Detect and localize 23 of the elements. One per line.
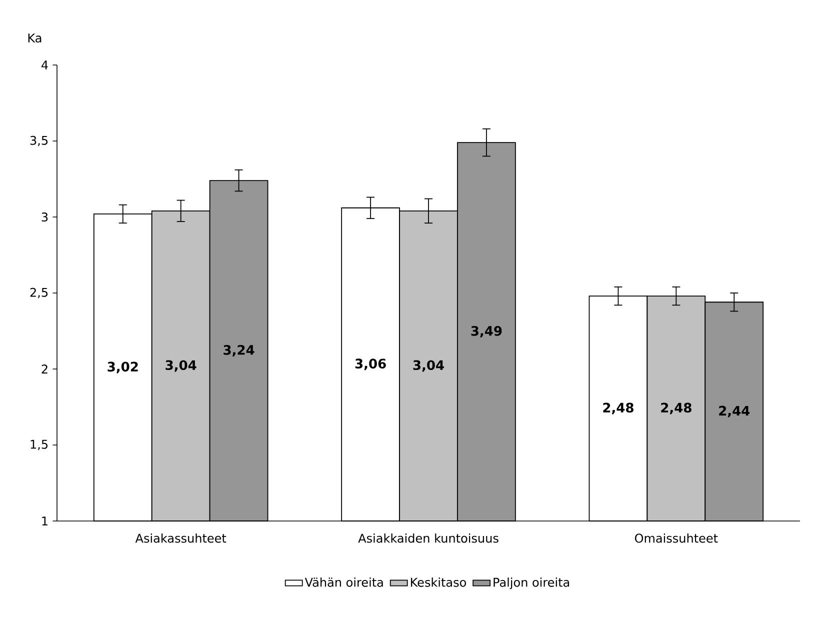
x-tick-label: Asiakassuhteet [135,533,226,543]
y-axis-title: Ka [28,34,42,43]
y-tick-label: 4 [42,60,48,70]
y-tick-label: 1,5 [30,440,48,450]
legend-label: Paljon oireita [494,578,570,590]
y-tick-label: 3,5 [30,136,48,146]
legend-label: Vähän oireita [304,578,383,587]
data-label: 3,02 [108,362,138,374]
legend-label: Keskitaso [410,578,466,587]
x-tick-label: Asiakkaiden kuntoisuus [358,533,498,543]
data-label: 3,49 [471,326,502,338]
data-label: 3,04 [166,360,196,372]
y-tick-label: 1 [42,516,48,526]
data-label: 3,24 [224,345,254,357]
x-tick-label: Omaissuhteet [634,533,718,543]
data-label: 2,48 [603,402,634,414]
data-label: 3,06 [355,358,386,370]
y-tick-label: 2 [42,364,48,374]
data-label: 2,44 [719,406,750,418]
y-tick-label: 2,5 [30,288,48,298]
y-tick-label: 3 [42,212,48,222]
data-label: 2,48 [661,402,692,414]
data-label: 3,04 [413,360,444,372]
